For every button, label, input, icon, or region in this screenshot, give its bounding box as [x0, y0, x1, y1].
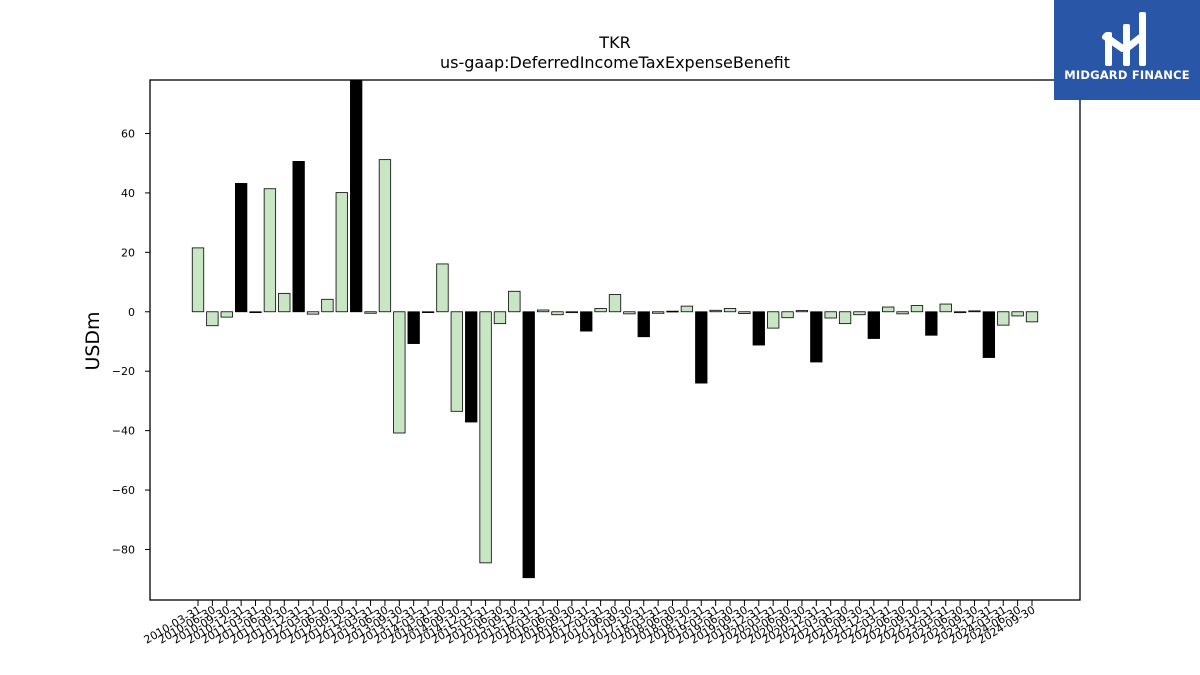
bar-2020-03-31	[767, 311, 780, 329]
bar-2022-03-31	[882, 306, 895, 313]
bar-2021-06-30	[838, 311, 852, 325]
bar-2018-12-31	[695, 311, 708, 384]
bar-2016-06-30	[551, 311, 564, 316]
bar-2014-06-30	[436, 263, 449, 313]
chart-title: TKR	[598, 33, 630, 52]
bar-2016-03-31	[536, 309, 550, 313]
bar-2013-06-30	[378, 159, 392, 313]
bar-2011-12-31	[292, 161, 305, 313]
bar-2021-09-30	[853, 311, 866, 316]
bar-2011-03-31	[249, 311, 262, 313]
y-axis-ticks: −80 −60 −40 −20 0 20 40 60	[112, 127, 150, 556]
bar-2024-03-31	[997, 311, 1010, 326]
bar-2017-06-30	[608, 294, 622, 313]
bar-2010-03-31	[191, 247, 205, 313]
bar-2017-03-31	[594, 308, 607, 313]
bar-2016-12-31	[580, 311, 593, 332]
y-tick-label: −40	[112, 425, 135, 438]
brand-logo: MIDGARD FINANCE	[1054, 0, 1200, 100]
bar-2018-09-30	[680, 305, 694, 313]
bar-group	[191, 79, 1039, 579]
stylized-m-logo-icon	[1102, 12, 1146, 66]
plot-frame	[149, 79, 1081, 601]
bar-2015-09-30	[508, 290, 521, 313]
chart-subtitle: us-gaap:DeferredIncomeTaxExpenseBenefit	[440, 53, 790, 72]
bar-2019-12-31	[752, 311, 765, 346]
bar-2011-09-30	[278, 292, 291, 313]
bar-2022-12-31	[925, 311, 938, 336]
y-tick-label: 60	[121, 127, 135, 140]
bar-2014-12-31	[465, 311, 478, 423]
bar-2013-09-30	[393, 311, 406, 434]
bar-2015-03-31	[479, 311, 492, 564]
bar-2023-03-31	[939, 303, 952, 313]
bar-2018-06-30	[666, 310, 679, 313]
bar-2013-12-31	[407, 311, 420, 344]
bar-2019-06-30	[723, 308, 737, 313]
bar-2014-03-31	[421, 311, 435, 313]
brand-name: MIDGARD FINANCE	[1064, 68, 1190, 82]
bar-2013-03-31	[364, 311, 377, 314]
y-tick-label: −60	[112, 484, 135, 497]
bar-2020-06-30	[781, 311, 794, 319]
bar-2012-03-31	[306, 311, 320, 315]
bar-2017-09-30	[623, 311, 636, 315]
bar-2012-09-30	[335, 192, 348, 313]
x-axis-ticks: 2010-03-312010-06-302010-09-302010-12-31…	[142, 600, 1038, 647]
y-tick-label: 0	[128, 306, 135, 319]
bar-2015-12-31	[522, 311, 535, 579]
bar-2011-06-30	[263, 188, 277, 313]
bar-2023-06-30	[953, 311, 967, 314]
y-tick-label: −20	[112, 365, 135, 378]
bar-2023-09-30	[968, 310, 981, 313]
y-axis-label: USDm	[82, 311, 104, 370]
bar-2021-12-31	[867, 311, 880, 339]
bar-2022-06-30	[896, 311, 909, 315]
bar-2014-09-30	[450, 311, 463, 412]
bar-2020-09-30	[795, 310, 809, 313]
y-tick-label: 40	[121, 187, 135, 200]
y-tick-label: 20	[121, 246, 135, 259]
bar-2015-06-30	[493, 311, 507, 325]
bar-2019-03-31	[709, 309, 722, 313]
bar-2019-09-30	[738, 311, 751, 314]
bar-2022-09-30	[910, 305, 924, 313]
bar-2012-12-31	[350, 79, 363, 313]
bar-2020-12-31	[810, 311, 823, 363]
bar-2010-06-30	[206, 311, 219, 327]
bar-2024-09-30	[1025, 311, 1039, 323]
bar-2010-12-31	[234, 183, 248, 313]
bar-2021-03-31	[824, 311, 837, 319]
bar-2018-03-31	[651, 311, 665, 314]
y-tick-label: −80	[112, 543, 135, 556]
bar-2023-12-31	[982, 311, 996, 358]
bar-2010-09-30	[220, 311, 233, 318]
bar-2012-06-30	[321, 298, 334, 313]
bar-2016-09-30	[565, 311, 579, 314]
bar-2017-12-31	[637, 311, 650, 338]
bar-2024-06-30	[1011, 311, 1024, 317]
